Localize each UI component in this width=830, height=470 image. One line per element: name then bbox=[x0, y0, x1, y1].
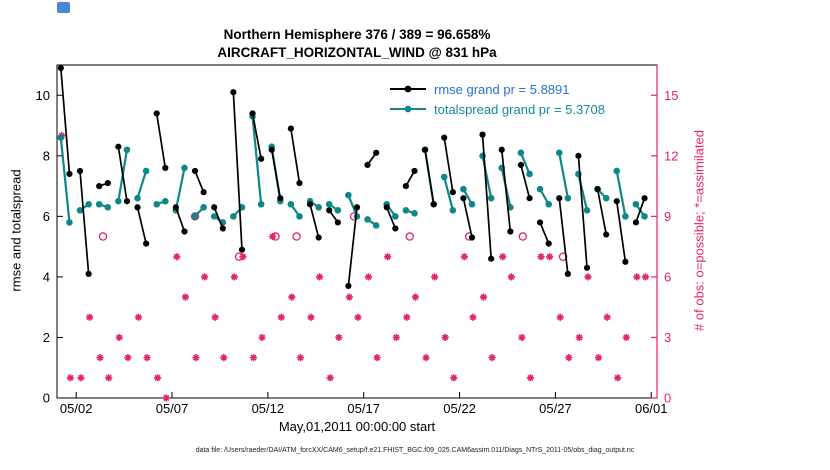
possible-markers bbox=[98, 212, 568, 261]
x-tick-label: 05/27 bbox=[539, 401, 572, 416]
legend-row-totalspread: totalspread grand pr = 5.3708 bbox=[388, 99, 605, 119]
y-left-tick-label: 2 bbox=[43, 330, 50, 345]
totalspread-line-sample-icon bbox=[390, 105, 426, 113]
chart-title: Northern Hemisphere 376 / 389 = 96.658% bbox=[223, 27, 491, 42]
x-tick-label: 06/01 bbox=[635, 401, 668, 416]
rmse-line-sample-icon bbox=[390, 85, 426, 93]
x-tick-label: 05/02 bbox=[60, 401, 93, 416]
y-right-tick-label: 0 bbox=[664, 391, 671, 406]
y-right-tick-label: 6 bbox=[664, 269, 671, 284]
y-right-tick-label: 15 bbox=[664, 88, 678, 103]
y-axis-label-right: # of obs: o=possible; *=assimilated bbox=[691, 130, 707, 331]
y-left-tick-label: 10 bbox=[36, 88, 50, 103]
y-left-tick-label: 4 bbox=[43, 269, 50, 284]
y-right-tick-label: 9 bbox=[664, 209, 671, 224]
x-tick-label: 05/12 bbox=[252, 401, 285, 416]
x-tick-label: 05/07 bbox=[156, 401, 189, 416]
legend-label-totalspread: totalspread grand pr = 5.3708 bbox=[434, 101, 605, 117]
x-tick-label: 05/22 bbox=[443, 401, 476, 416]
chart-subtitle: AIRCRAFT_HORIZONTAL_WIND @ 831 hPa bbox=[217, 45, 497, 60]
assimilated-markers bbox=[58, 132, 650, 402]
y-right-tick-label: 12 bbox=[664, 148, 678, 163]
y-left-tick-label: 8 bbox=[43, 148, 50, 163]
totalspread-series bbox=[57, 113, 648, 229]
legend-label-rmse: rmse grand pr = 5.8891 bbox=[434, 81, 570, 97]
y-left-tick-label: 0 bbox=[43, 391, 50, 406]
y-right-tick-label: 3 bbox=[664, 330, 671, 345]
x-tick-label: 05/17 bbox=[347, 401, 380, 416]
x-axis-label: May,01,2011 00:00:00 start bbox=[278, 419, 436, 434]
legend-row-rmse: rmse grand pr = 5.8891 bbox=[388, 79, 605, 99]
y-axis-label-left: rmse and totalspread bbox=[8, 169, 24, 292]
data-file-caption: data file: /Users/raeder/DAI/ATM_forcXX/… bbox=[195, 447, 635, 454]
axes: 05/02 05/07 05/12 05/17 05/22 05/27 06/0102468… bbox=[36, 64, 678, 416]
legend: rmse grand pr = 5.8891 totalspread grand… bbox=[388, 79, 605, 119]
y-left-tick-label: 6 bbox=[43, 209, 50, 224]
rmse-series bbox=[57, 64, 648, 290]
window-icon bbox=[57, 2, 70, 13]
